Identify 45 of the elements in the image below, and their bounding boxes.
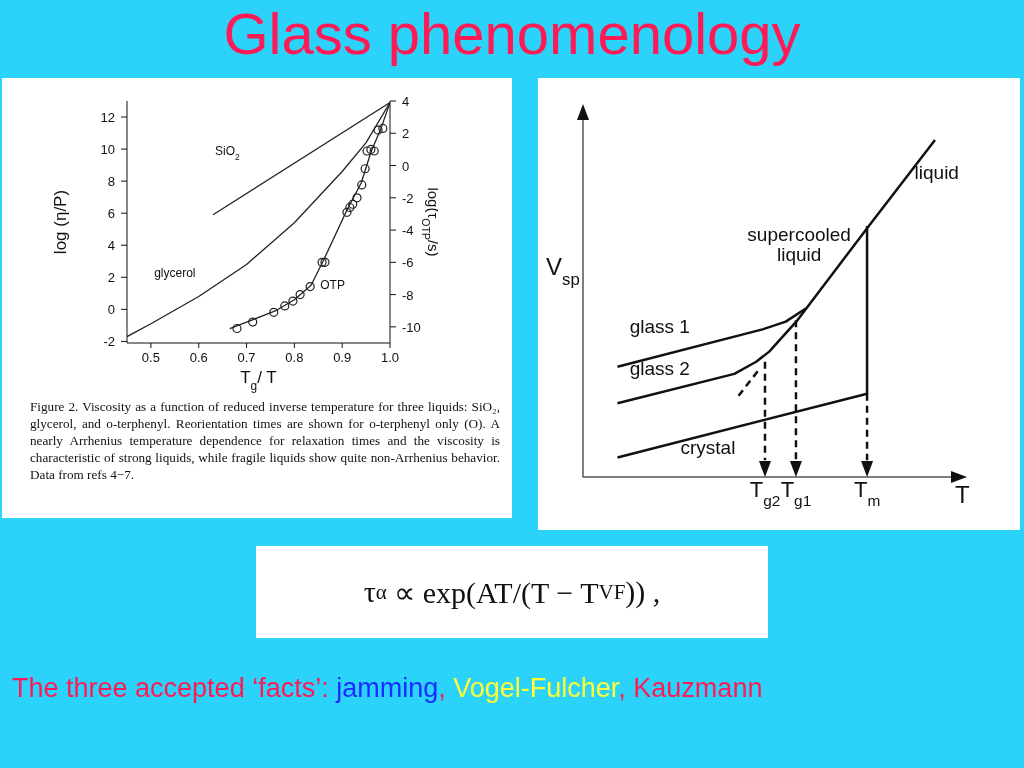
y-axis-title: log (η/P): [51, 189, 70, 255]
y-tick-label: -2: [103, 334, 115, 350]
text: Vogel-Fulcher: [453, 673, 619, 703]
y-tick-label: 6: [107, 206, 115, 222]
y2-tick-label: -6: [402, 255, 414, 271]
y2-tick-label: -10: [402, 319, 421, 335]
y2-tick-label: -8: [402, 287, 414, 303]
x-tick-label: 0.5: [141, 350, 160, 365]
text: Glass phenomenology: [222, 0, 802, 67]
y2-tick-label: 2: [402, 126, 410, 142]
text: T$_{g2}$: [749, 477, 781, 509]
x-tick-label: 0.7: [237, 350, 256, 365]
y2-tick-label: 4: [402, 94, 410, 109]
text: T$_{m}$: [853, 477, 881, 509]
y-tick-label: 8: [107, 174, 115, 190]
x-tick-label: 1.0: [380, 350, 400, 365]
x-tick-label: 0.8: [285, 350, 304, 365]
y2-tick-label: 0: [402, 158, 410, 174]
text: jamming: [336, 673, 439, 703]
x-tick-label: 0.6: [189, 350, 208, 365]
annotation: glycerol: [154, 266, 196, 281]
y-tick-label: 12: [100, 110, 115, 126]
y2-tick-label: -4: [402, 223, 414, 239]
text: T: [955, 481, 970, 508]
x-tick-label: 0.9: [333, 350, 352, 365]
text: crystal: [680, 436, 736, 458]
text: liquid: [914, 161, 959, 183]
text: glass 2: [629, 357, 690, 379]
text: supercooled: [747, 224, 851, 246]
y-tick-label: 0: [107, 302, 115, 318]
y-tick-label: 4: [107, 238, 115, 254]
annotation: OTP: [320, 277, 345, 292]
text: ,: [438, 673, 447, 703]
text: The three accepted ‘facts’:: [12, 673, 330, 703]
caption: Figure 2. Viscosity as a function of reduced inverse temperature for three liquids: SiO₂, glycerol, and o-terphenyl. Reorientation times are shown for o-terphenyl only (O). A nearly Arrhenius temperature dependence for relaxation times and the viscosity is characteristic of strong liquids, while fragile liquids show quite non-Arrhenius behavior. Data from refs 4−7.: [30, 398, 500, 483]
text: liquid: [776, 244, 822, 266]
x-axis-title: T$_{g}$/ T: [240, 368, 277, 393]
y-tick-label: 2: [107, 270, 115, 286]
text: , Kauzmann: [618, 673, 763, 703]
y2-tick-label: -2: [402, 190, 414, 206]
annotation: SiO$_{2}$: [215, 144, 241, 163]
text: V$_{sp}$: [546, 253, 580, 289]
text: glass 1: [629, 316, 690, 338]
text: T$_{g1}$: [780, 477, 812, 509]
y-tick-label: 10: [100, 142, 115, 158]
